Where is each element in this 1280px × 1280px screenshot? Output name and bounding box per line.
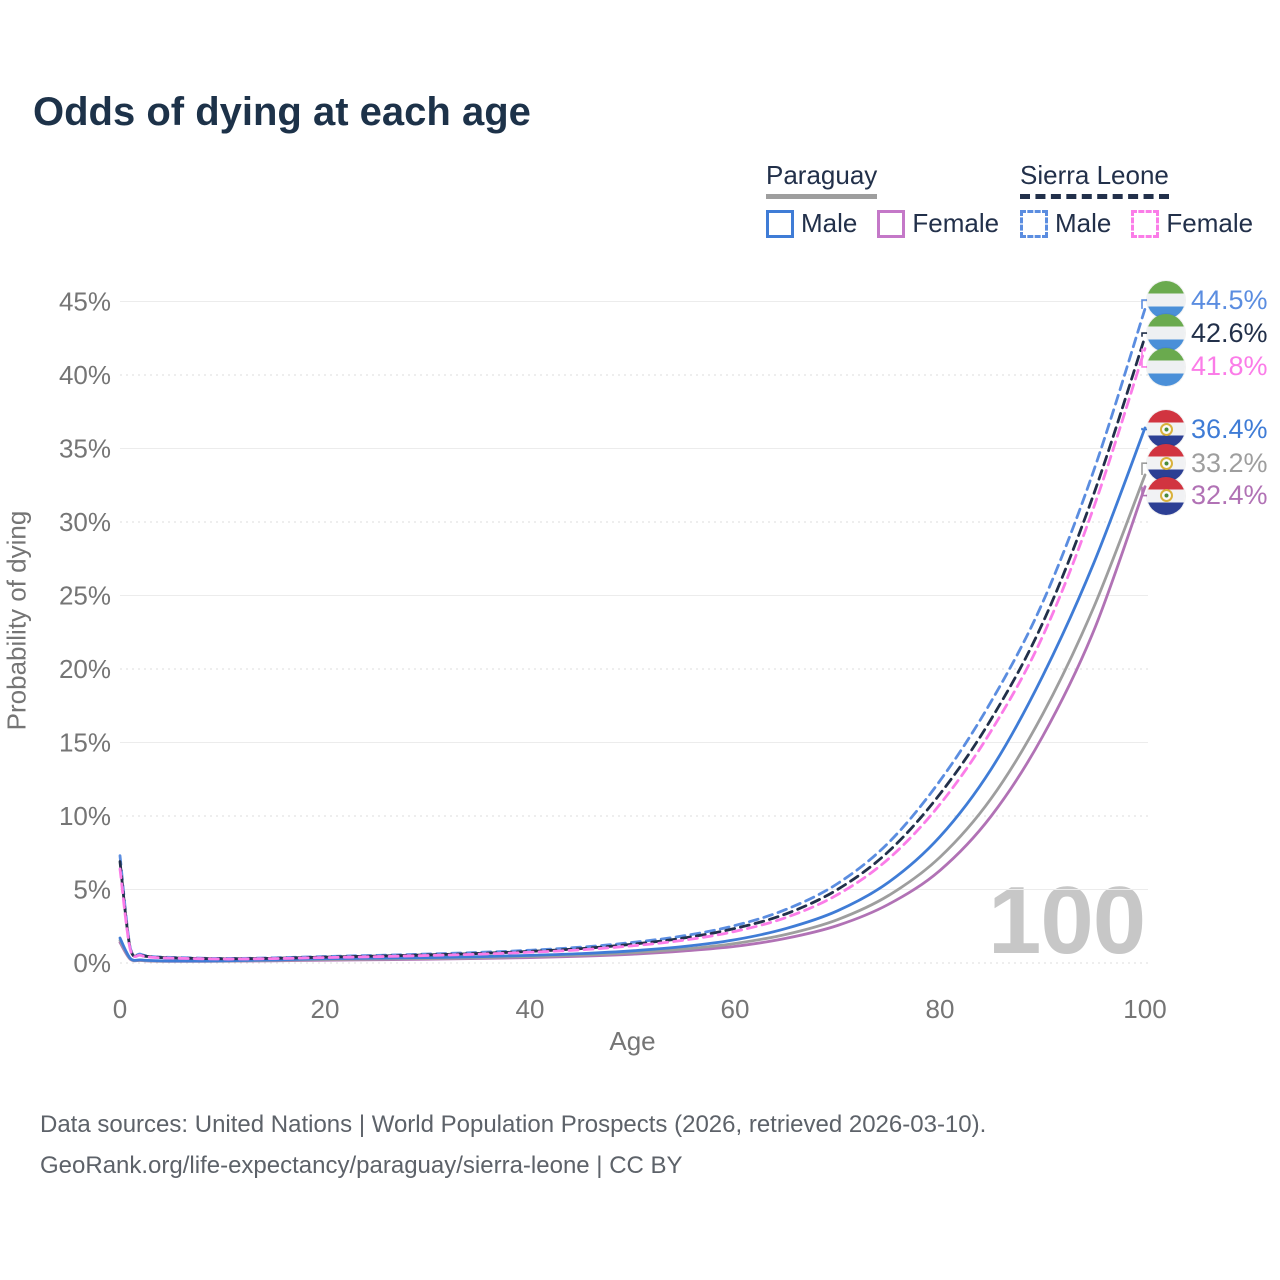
y-tick-label: 30%: [59, 507, 111, 537]
y-tick-label: 0%: [73, 948, 111, 978]
paraguay-emblem-icon: [1159, 422, 1173, 436]
x-tick-label: 60: [721, 994, 750, 1024]
series-line-sierra-leone-female: [118, 347, 1147, 961]
x-tick-label: 20: [311, 994, 340, 1024]
series-line-sierra-leone-male: [118, 307, 1147, 960]
paraguay-female-swatch-icon: [877, 209, 906, 238]
age-watermark: 100: [988, 867, 1146, 974]
end-label-value: 33.2%: [1191, 447, 1268, 478]
x-axis-title: Age: [609, 1026, 656, 1056]
end-label-paraguay-both-sexes: 33.2%: [1147, 443, 1268, 483]
series-line-sierra-leone-both-sexes: [118, 335, 1147, 961]
paraguay-emblem-icon: [1159, 489, 1173, 503]
x-tick-label: 0: [113, 994, 127, 1024]
legend-label-sierra-leone-female: Female: [1166, 208, 1254, 238]
y-tick-label: 40%: [59, 360, 111, 390]
sierra-leone-female-swatch-icon: [1131, 209, 1160, 238]
x-tick-label: 40: [516, 994, 545, 1024]
footer-data-sources: Data sources: United Nations | World Pop…: [40, 1111, 987, 1138]
y-axis-title: Probability of dying: [1, 510, 32, 731]
footer: Data sources: United Nations | World Pop…: [40, 1104, 986, 1186]
legend-group-sierra-leone: Sierra Leone Male Female: [1020, 160, 1253, 239]
end-label-sierra-leone-both-sexes: 42.6%: [1147, 313, 1268, 353]
legend-row-sierra-leone: Male Female: [1020, 208, 1253, 239]
y-tick-label: 15%: [59, 728, 111, 758]
paraguay-flag-icon: [1147, 476, 1185, 515]
legend-item-sierra-leone-female[interactable]: Female: [1131, 208, 1253, 239]
legend-item-paraguay-male[interactable]: Male: [766, 208, 857, 239]
legend-item-sierra-leone-male[interactable]: Male: [1020, 208, 1111, 239]
paraguay-emblem-icon: [1159, 456, 1173, 470]
legend-country-sierra-leone[interactable]: Sierra Leone: [1020, 160, 1169, 199]
end-label-value: 36.4%: [1191, 413, 1268, 444]
end-label-paraguay-male: 36.4%: [1147, 409, 1268, 449]
footer-attribution: GeoRank.org/life-expectancy/paraguay/sie…: [40, 1152, 683, 1179]
series-line-paraguay-female: [118, 485, 1147, 963]
end-label-paraguay-female: 32.4%: [1147, 476, 1268, 516]
paraguay-flag-icon: [1147, 444, 1185, 483]
sierra-leone-male-swatch-icon: [1020, 209, 1048, 238]
legend-label-paraguay-female: Female: [912, 208, 1000, 238]
legend-row-paraguay: Male Female: [766, 208, 999, 239]
y-tick-label: 35%: [59, 434, 111, 464]
y-tick-label: 45%: [59, 287, 111, 317]
end-label-leader: [1141, 348, 1149, 368]
end-label-leader: [1141, 462, 1149, 475]
paraguay-male-swatch-icon: [766, 209, 794, 238]
page-title: Odds of dying at each age: [33, 90, 531, 134]
end-label-leader: [1141, 486, 1149, 497]
y-tick-label: 10%: [59, 801, 111, 831]
y-tick-label: 5%: [73, 875, 111, 905]
end-label-value: 41.8%: [1191, 351, 1268, 382]
end-label-value: 42.6%: [1191, 317, 1268, 348]
y-tick-label: 25%: [59, 581, 111, 611]
end-label-leader: [1141, 299, 1149, 309]
end-label-sierra-leone-male: 44.5%: [1147, 280, 1268, 320]
end-label-leader: [1141, 427, 1149, 431]
end-label-leader: [1141, 332, 1149, 337]
legend-label-paraguay-male: Male: [801, 208, 858, 238]
sierra-leone-flag-icon: [1147, 281, 1185, 320]
end-label-sierra-leone-female: 41.8%: [1147, 347, 1268, 387]
end-label-value: 44.5%: [1191, 284, 1268, 315]
legend-item-paraguay-female[interactable]: Female: [877, 208, 999, 239]
legend-group-paraguay: Paraguay Male Female: [766, 160, 999, 239]
x-tick-label: 100: [1123, 994, 1166, 1024]
series-line-paraguay-male: [118, 426, 1147, 963]
paraguay-flag-icon: [1147, 410, 1185, 449]
legend-country-paraguay[interactable]: Paraguay: [766, 160, 878, 199]
y-tick-label: 20%: [59, 654, 111, 684]
sierra-leone-flag-icon: [1147, 347, 1185, 386]
sierra-leone-flag-icon: [1147, 314, 1185, 353]
legend-label-sierra-leone-male: Male: [1055, 208, 1112, 238]
end-label-value: 32.4%: [1191, 480, 1268, 511]
x-tick-label: 80: [926, 994, 955, 1024]
